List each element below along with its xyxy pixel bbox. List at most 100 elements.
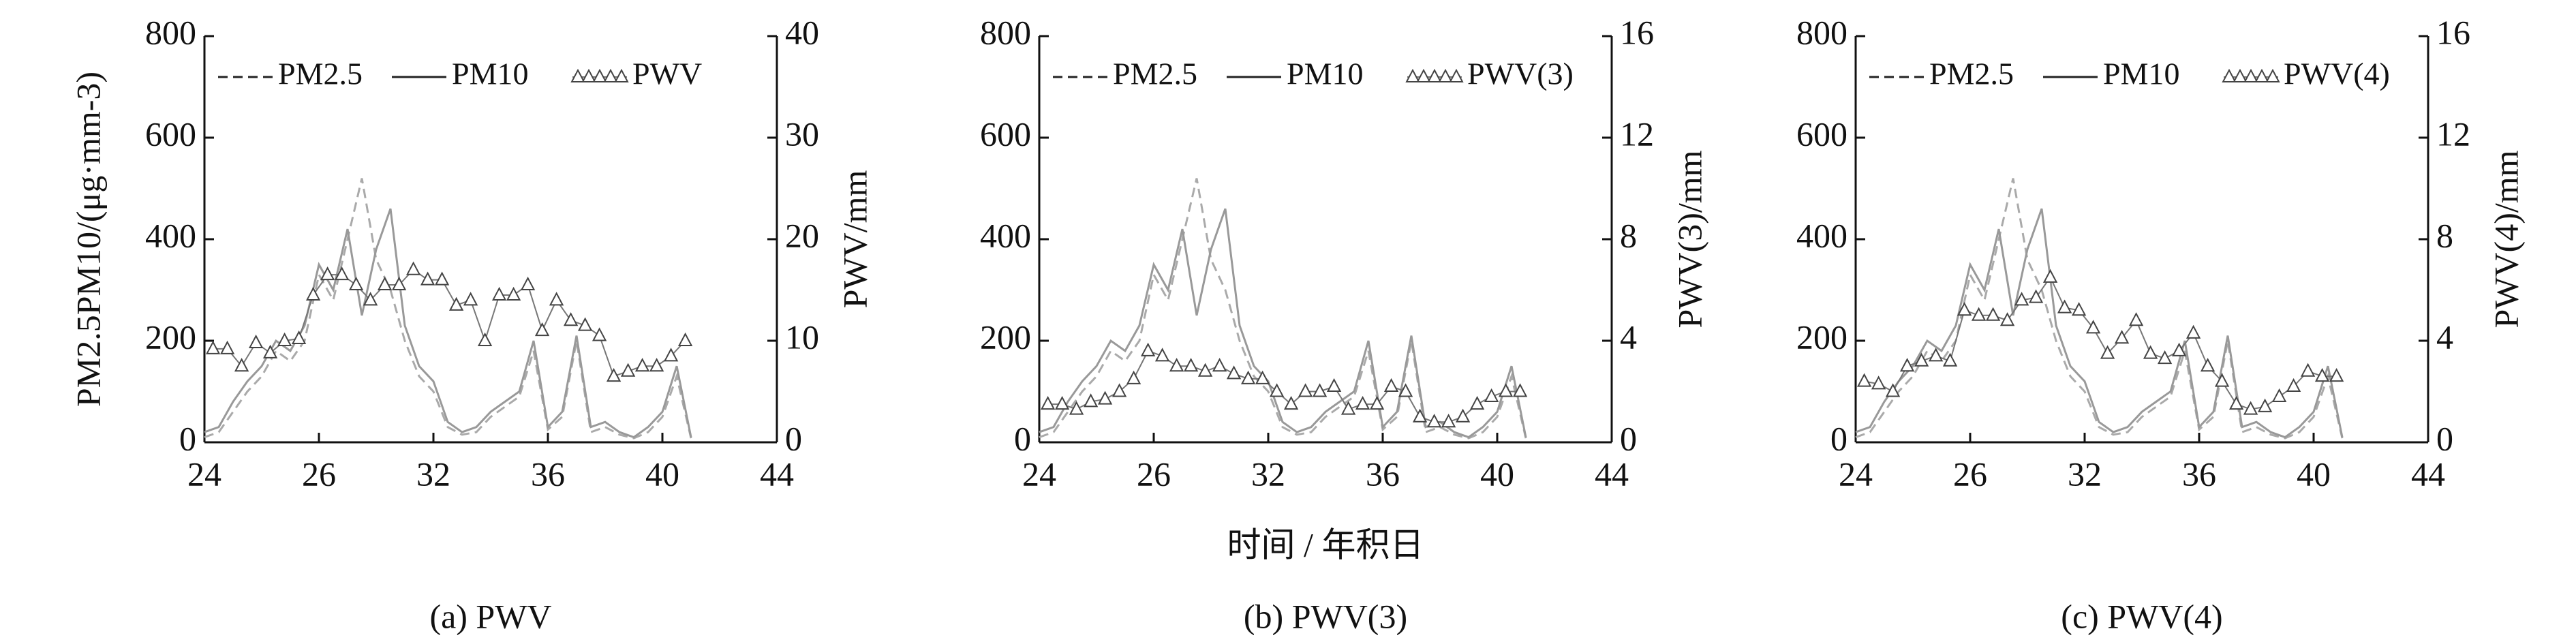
caption: (a) PWV (429, 597, 551, 635)
pwv-point (1383, 378, 1399, 393)
y-tick-label: 600 (980, 114, 1031, 153)
pwv-point (1469, 395, 1485, 410)
y2-tick-label: 12 (1620, 114, 1654, 153)
x-tick-label: 44 (1595, 455, 1629, 493)
y-tick-label: 400 (1796, 216, 1847, 254)
pwv-point (2329, 368, 2344, 382)
pwv-point (2257, 398, 2273, 412)
pwv-point (434, 271, 450, 286)
pwv-point (1140, 342, 1156, 356)
pwv-point (1512, 383, 1528, 397)
y-tick-label: 600 (1796, 114, 1847, 153)
pwv-point (1326, 378, 1342, 393)
legend-marker (1405, 68, 1420, 82)
pwv-point (1914, 352, 1929, 367)
x-tick-label: 32 (2068, 455, 2102, 493)
pwv-point (363, 292, 378, 306)
pwv-point (1484, 388, 1499, 402)
y-tick-label: 200 (980, 318, 1031, 356)
pwv-line (1047, 350, 1520, 423)
y2-tick-label: 16 (2436, 13, 2470, 51)
pwv-point (1455, 408, 1471, 423)
pwv-point (1985, 307, 2001, 321)
legend-marker (570, 68, 585, 82)
pm-line (1855, 178, 2344, 440)
pwv-point (205, 340, 221, 354)
y2-tick-label: 8 (1620, 216, 1637, 254)
pwv-point (1885, 383, 1901, 397)
x-tick-label: 24 (1839, 455, 1873, 493)
pwv-point (1899, 358, 1915, 372)
legend-marker (1449, 68, 1464, 82)
pwv-point (277, 332, 292, 346)
pwv-point (1928, 348, 1944, 362)
x-tick-label: 36 (2182, 455, 2216, 493)
x-axis-label: 时间 / 年积日 (1227, 525, 1424, 564)
legend-marker (2265, 68, 2280, 82)
legend-label: PWV(3) (1467, 57, 1574, 91)
y-tick-label: 400 (145, 216, 196, 254)
pwv-point (1426, 414, 1442, 428)
pwv-point (348, 276, 364, 291)
legend-label: PM10 (452, 57, 528, 91)
x-tick-label: 40 (645, 455, 679, 493)
y2-tick-label: 16 (1620, 13, 1654, 51)
pwv-point (234, 358, 249, 372)
pwv-point (663, 348, 679, 362)
y2-axis-label: PWV(3)/mm (1670, 150, 1708, 328)
pwv-point (2243, 401, 2258, 415)
y-tick-label: 0 (1830, 419, 1847, 457)
pwv-point (491, 286, 507, 301)
pwv-point (2228, 395, 2244, 410)
pwv-point (634, 358, 650, 372)
pwv-point (1312, 383, 1328, 397)
pwv-point (1154, 348, 1170, 362)
pwv-point (2186, 324, 2201, 339)
pwv-point (1441, 414, 1456, 428)
pwv-point (1054, 395, 1070, 410)
pwv-point (1083, 393, 1099, 408)
pwv-point (2014, 292, 2029, 306)
pwv-point (291, 330, 307, 345)
pwv-point (549, 292, 564, 306)
y-tick-label: 0 (179, 419, 196, 457)
pwv-point (219, 340, 235, 354)
y-tick-label: 400 (980, 216, 1031, 254)
pwv-point (320, 266, 335, 281)
y-tick-label: 200 (145, 318, 196, 356)
pwv-point (1398, 383, 1413, 397)
pwv-point (377, 276, 393, 291)
x-tick-label: 36 (531, 455, 565, 493)
pm-line (1039, 178, 1527, 440)
pwv-point (305, 286, 321, 301)
pwv-point (577, 317, 593, 331)
pm-line (204, 208, 692, 439)
pwv-point (2143, 345, 2158, 359)
legend-label: PM2.5 (1929, 57, 2014, 91)
legend-marker (603, 68, 618, 82)
pwv-point (2286, 378, 2301, 393)
x-tick-label: 40 (1480, 455, 1514, 493)
y-tick-label: 200 (1796, 318, 1847, 356)
pwv-point (1097, 390, 1113, 405)
pwv-point (1498, 383, 1514, 397)
y2-tick-label: 4 (1620, 318, 1637, 356)
pwv-point (520, 276, 536, 291)
pwv-point (592, 327, 607, 341)
legend-marker (581, 68, 596, 82)
pwv-point (391, 276, 407, 291)
legend-marker (2243, 68, 2258, 82)
pwv-point (2028, 289, 2044, 303)
pwv-point (1126, 370, 1141, 384)
pwv-point (1298, 383, 1313, 397)
pm-line (1855, 208, 2344, 439)
pwv-point (1412, 408, 1428, 423)
pwv-point (563, 312, 579, 326)
pwv-point (248, 334, 264, 348)
y2-tick-label: 30 (785, 114, 819, 153)
pwv-point (606, 368, 622, 382)
x-tick-label: 36 (1366, 455, 1400, 493)
x-tick-label: 24 (187, 455, 221, 493)
pm-line (204, 178, 692, 440)
